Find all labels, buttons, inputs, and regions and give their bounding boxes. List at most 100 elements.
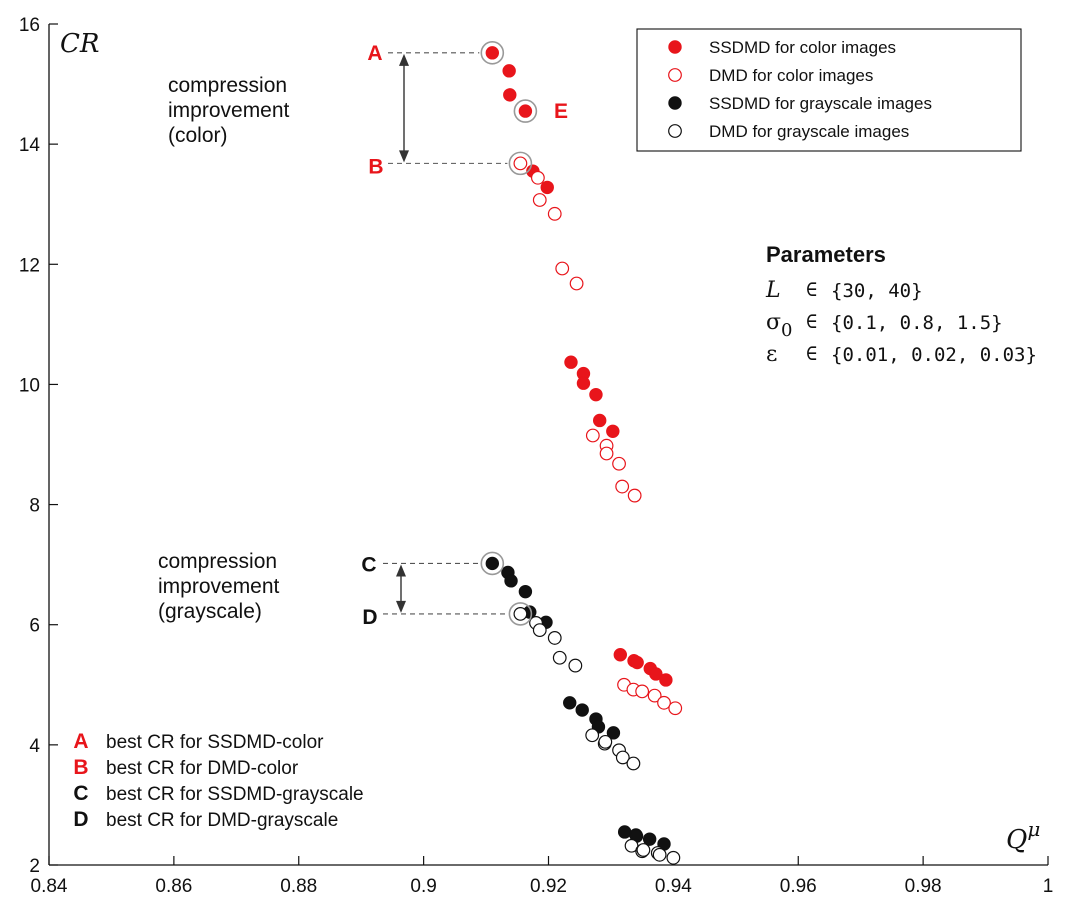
series-3 [513,607,681,865]
legend-label: SSDMD for grayscale images [709,94,932,113]
data-point [666,850,681,865]
data-point [585,428,600,443]
x-tick-label: 0.94 [655,876,692,897]
arrow-color-improvement [399,53,409,163]
data-point [547,206,562,221]
key-text: best CR for DMD-grayscale [106,810,338,831]
key-letter: D [73,808,88,831]
data-point [503,88,517,102]
x-tick-label: 0.84 [31,876,68,897]
data-point [530,170,545,185]
parameters-title: Parameters [766,242,886,267]
y-tick-label: 2 [29,856,40,877]
data-point [649,667,663,681]
highlight-ring [508,151,533,176]
data-point [642,832,657,846]
data-point [518,584,533,599]
legend-label: DMD for grayscale images [709,122,909,141]
point-labels: ABECDcompressionimprovement(color)compre… [158,41,568,629]
data-point [555,261,570,276]
arrow-gray-improvement [396,564,406,613]
axes: 0.84 0.86 0.88 0.9 0.92 0.94 0.96 0.98 124681012… [19,15,1053,897]
data-point [569,276,584,291]
data-point [585,728,600,743]
data-point [668,701,683,716]
parameter-operator: ∈ [806,311,817,333]
data-points [485,46,683,865]
data-point [617,825,632,839]
data-point [624,838,639,853]
annotation-line: compression [158,550,277,573]
data-point [513,607,528,621]
series-1 [513,156,683,716]
x-tick-label: 0.96 [780,876,817,897]
key-text: best CR for SSDMD-color [106,732,324,753]
y-tick-label: 6 [29,616,40,637]
data-point [652,847,667,862]
highlight-ring [513,99,538,123]
data-point [485,46,500,60]
parameter-value: {30, 40} [831,280,923,302]
key-text: best CR for DMD-color [106,758,299,779]
legend-marker [668,124,682,138]
x-tick-label: 0.86 [155,876,192,897]
parameter-value: {0.1, 0.8, 1.5} [831,312,1003,334]
legend-label: SSDMD for color images [709,38,896,57]
point-label-d: D [362,606,377,629]
y-tick-label: 8 [29,496,40,517]
key-text: best CR for SSDMD-grayscale [106,784,364,805]
data-point [592,413,607,428]
point-label-c: C [361,553,376,576]
data-point [532,623,547,638]
y-tick-label: 12 [19,255,40,276]
data-point [627,488,642,503]
data-point [547,631,562,645]
parameter-symbol: L [765,278,781,303]
series-0 [485,46,673,687]
data-point [564,355,578,369]
legend: SSDMD for color images DMD for color imag… [636,28,1022,152]
parameters-box: Parameters L ∈ {30, 40} σ0 ∈ {0.1, 0.8, 1.5} ε ∈… [765,242,1037,367]
annotation-line: (grayscale) [158,600,262,623]
data-point [615,750,630,765]
x-axis-title: Qμ [1006,817,1040,855]
data-point [575,703,589,717]
highlight-ring [480,551,505,576]
legend-label: DMD for color images [709,66,873,85]
x-tick-label: 0.98 [905,876,942,897]
legend-marker [668,40,682,54]
series-2 [485,556,671,851]
parameter-symbol: ε [766,342,777,367]
annotation-line: (color) [168,124,228,147]
x-tick-label: 0.88 [280,876,317,897]
highlight-ring [480,41,505,65]
x-tick-label: 0.9 [410,876,436,897]
parameter-row: σ0 ∈ {0.1, 0.8, 1.5} [766,310,1003,341]
data-point [589,387,603,402]
point-label-a: A [367,42,382,65]
key-letter: B [73,756,88,779]
annotation-line: improvement [168,99,290,122]
parameter-operator: ∈ [806,279,817,301]
data-point [540,180,554,195]
data-point [606,424,620,438]
x-tick-label: 0.92 [530,876,567,897]
data-point [613,648,628,662]
data-point [657,695,671,710]
y-axis-title: CR [60,29,99,59]
data-point [563,696,577,710]
parameter-row: L ∈ {30, 40} [765,278,923,303]
data-point [504,574,518,588]
improvement-guides [383,52,508,615]
data-point [552,650,567,665]
data-point [636,843,651,857]
data-point [606,726,621,740]
y-tick-label: 14 [19,135,41,156]
